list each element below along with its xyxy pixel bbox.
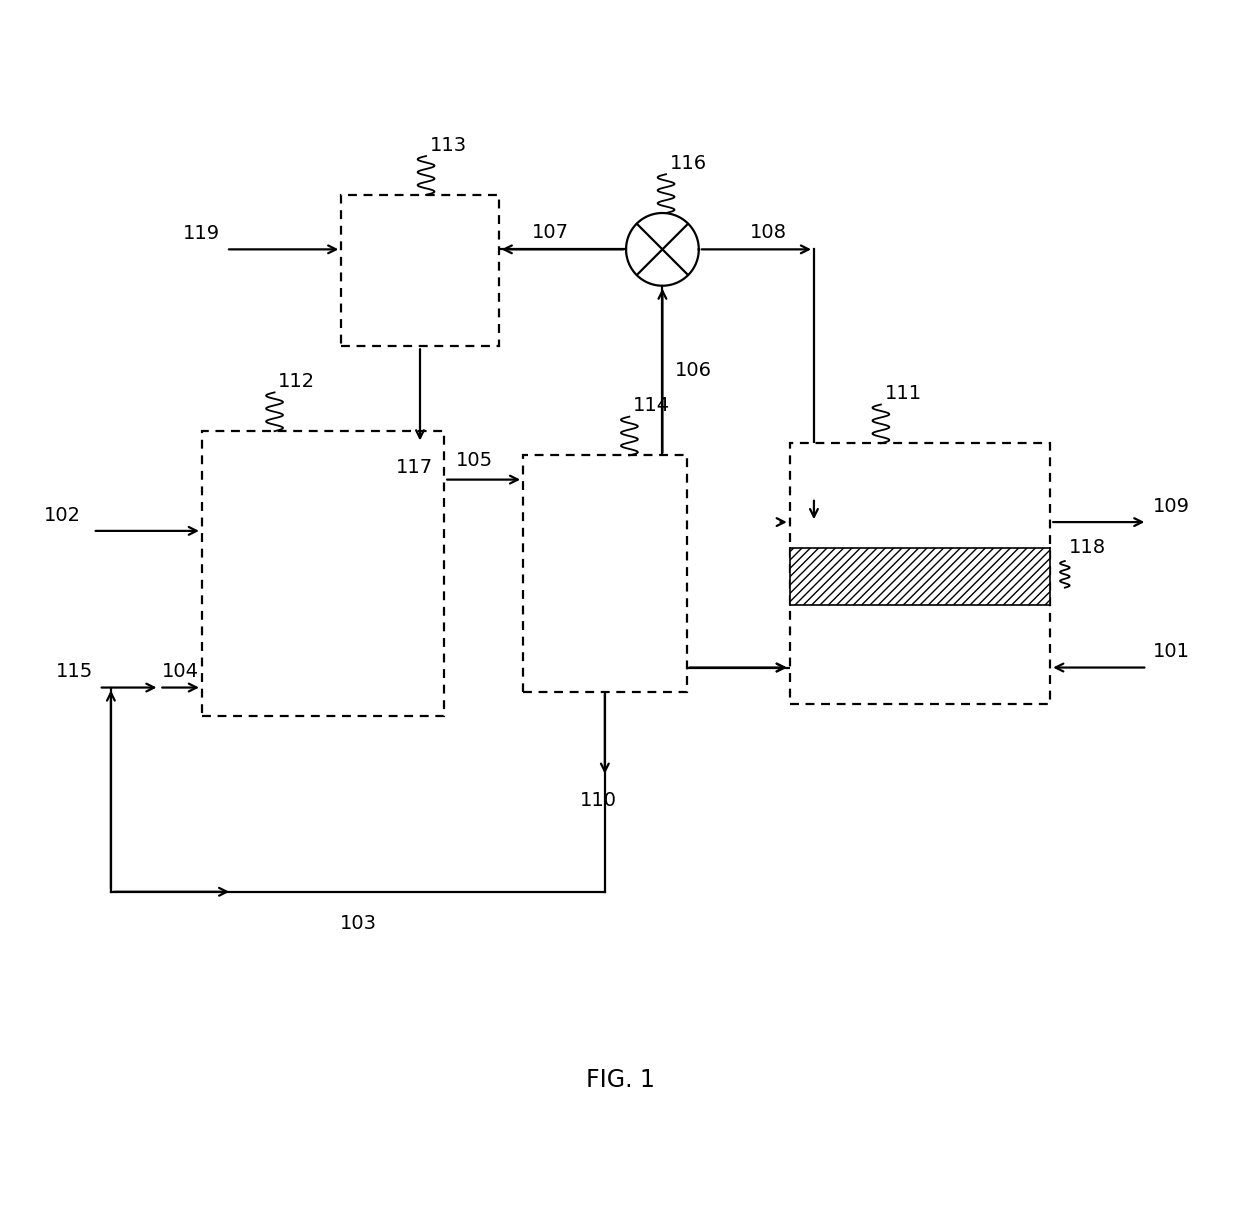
Text: 105: 105: [456, 451, 494, 470]
Text: 106: 106: [675, 362, 712, 380]
Text: 101: 101: [1153, 642, 1190, 662]
Text: 102: 102: [43, 506, 81, 525]
Text: 116: 116: [670, 154, 707, 173]
Text: 107: 107: [532, 223, 569, 242]
Bar: [790, 444, 1050, 704]
Text: 115: 115: [56, 662, 93, 682]
Bar: [523, 455, 687, 691]
Text: 111: 111: [884, 384, 921, 403]
Text: 113: 113: [430, 136, 466, 154]
Text: 108: 108: [750, 223, 787, 242]
Text: FIG. 1: FIG. 1: [585, 1068, 655, 1091]
Bar: [790, 548, 1050, 604]
Text: 117: 117: [396, 457, 433, 477]
Text: 104: 104: [162, 662, 200, 682]
Bar: [341, 195, 498, 346]
Text: 112: 112: [278, 373, 315, 391]
Bar: [202, 432, 444, 716]
Text: 114: 114: [634, 396, 670, 416]
Text: 110: 110: [580, 791, 618, 810]
Text: 119: 119: [182, 224, 219, 243]
Text: 103: 103: [340, 913, 377, 933]
Text: 109: 109: [1153, 497, 1190, 516]
Text: 118: 118: [1069, 538, 1106, 558]
